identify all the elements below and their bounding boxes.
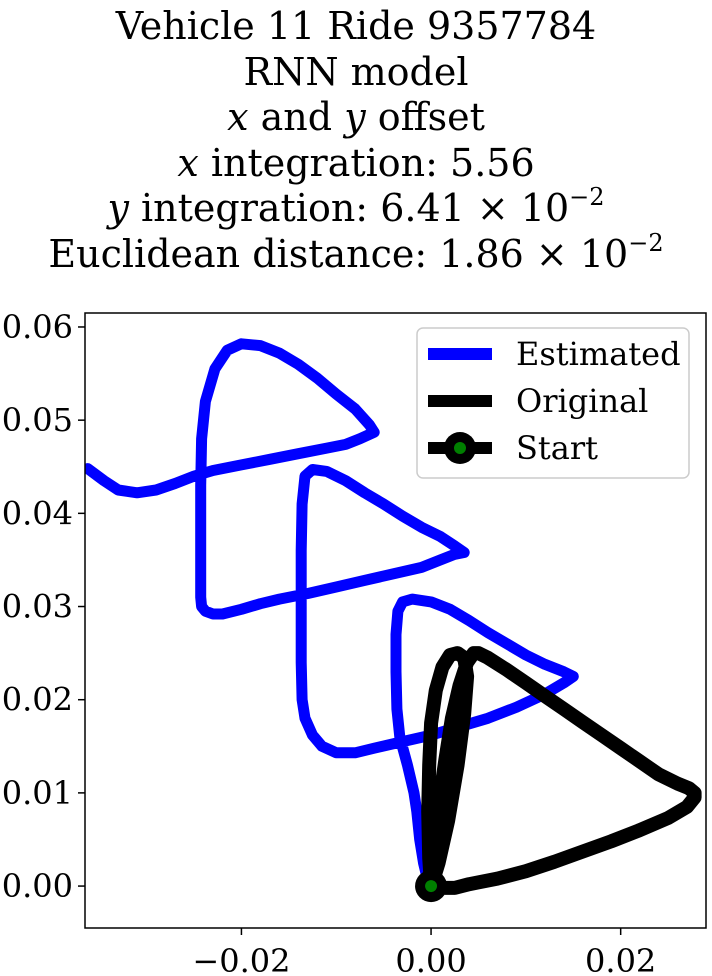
series-layer xyxy=(85,338,702,903)
series-line-original xyxy=(421,646,702,895)
series-line-estimated xyxy=(85,338,579,891)
legend-label-estimated: Estimated xyxy=(516,335,681,373)
y-tick-label: 0.00 xyxy=(2,867,73,905)
start-marker xyxy=(425,880,438,893)
y-tick-label: 0.04 xyxy=(2,494,73,532)
x-tick-label: 0.02 xyxy=(585,942,656,976)
title-line-2: RNN model xyxy=(243,49,469,94)
title-line-1: Vehicle 11 Ride 9357784 xyxy=(115,4,597,48)
title-line-6: Euclidean distance: 1.86 × 10−2 xyxy=(48,228,664,276)
ticks-layer: −0.02 0.00 0.02 0.00 0.01 0.02 0.03 0.04 0.05 0.0… xyxy=(2,308,657,976)
y-tick-label: 0.03 xyxy=(2,588,73,626)
legend-label-start: Start xyxy=(516,429,598,467)
y-tick-label: 0.01 xyxy=(2,774,73,812)
x-tick-label: 0.00 xyxy=(395,942,466,976)
legend-start-marker xyxy=(454,442,466,454)
x-tick-label: −0.02 xyxy=(192,942,290,976)
legend-box xyxy=(416,327,690,479)
y-tick-label: 0.02 xyxy=(2,681,73,719)
legend-label-original: Original xyxy=(516,382,648,420)
title-line-3: x and y offset xyxy=(227,95,485,139)
title-line-5: y integration: 6.41 × 10−2 xyxy=(107,183,605,230)
title-line-4: x integration: 5.56 xyxy=(177,140,535,185)
legend: Estimated Original Start xyxy=(416,327,690,479)
y-tick-label: 0.06 xyxy=(2,308,73,346)
chart-title: Vehicle 11 Ride 9357784 RNN model x and … xyxy=(0,0,712,277)
y-tick-label: 0.05 xyxy=(2,401,73,439)
axes-frame xyxy=(84,312,707,929)
